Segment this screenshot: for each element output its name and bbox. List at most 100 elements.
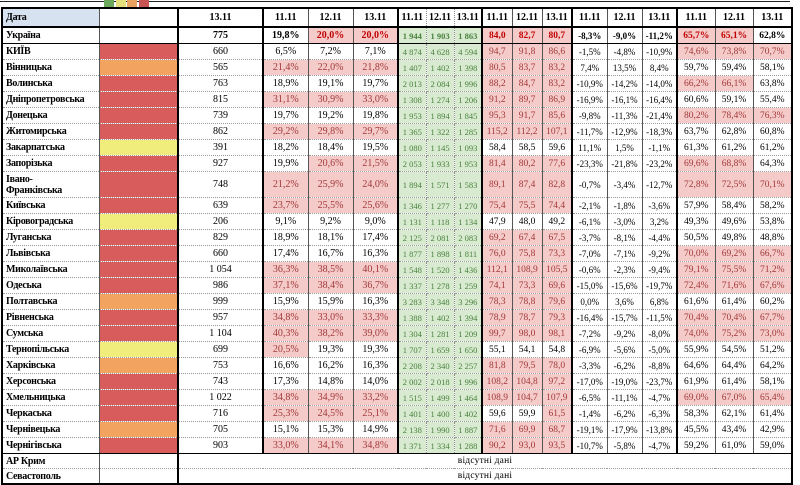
- value-cell: 705: [178, 421, 264, 438]
- value-cell: -23,2%: [642, 155, 678, 172]
- value-cell: 4 874: [398, 43, 427, 60]
- value-cell: 1 402: [454, 405, 483, 422]
- value-cell: 69,2: [482, 229, 513, 246]
- table-row: Київська 639 23,7% 25,5% 25,6% 1 346 1 277 1 27…: [2, 197, 793, 214]
- value-cell: -16,4%: [642, 91, 678, 108]
- region-name-cell: Івано- Франківська: [2, 171, 100, 198]
- legend-color-swatch: [138, 0, 149, 7]
- value-cell: -9,2%: [642, 245, 678, 262]
- value-cell: 36,7%: [353, 277, 399, 294]
- value-cell: 1 659: [426, 341, 455, 358]
- value-cell: 107,9: [542, 389, 573, 406]
- value-cell: 99,7: [482, 325, 513, 342]
- value-cell: 927: [178, 155, 264, 172]
- value-cell: 3 348: [426, 293, 455, 310]
- value-cell: 20,0%: [353, 27, 399, 44]
- value-cell: 18,4%: [308, 139, 354, 156]
- region-name-cell: Львівська: [2, 245, 100, 262]
- value-cell: 95,3: [482, 107, 513, 124]
- value-cell: 1 308: [398, 91, 427, 108]
- value-cell: 58,2%: [753, 197, 793, 214]
- value-cell: 1 371: [398, 437, 427, 454]
- value-cell: 54,5%: [715, 341, 754, 358]
- value-cell: -6,2%: [607, 405, 643, 422]
- value-cell: 72,4%: [677, 277, 716, 294]
- value-cell: 1 259: [454, 277, 483, 294]
- value-cell: -6,9%: [572, 341, 608, 358]
- value-cell: 67,4: [512, 229, 543, 246]
- value-cell: 1 499: [426, 389, 455, 406]
- region-name-cell: Київська: [2, 197, 100, 214]
- value-cell: 78,0: [542, 357, 573, 374]
- value-cell: 1 304: [398, 325, 427, 342]
- value-cell: 108,9: [512, 261, 543, 278]
- value-cell: 104,7: [512, 389, 543, 406]
- value-cell: 1 285: [454, 123, 483, 140]
- value-cell: 60,2%: [753, 293, 793, 310]
- value-cell: 94,7: [482, 43, 513, 60]
- value-cell: 81,4: [482, 155, 513, 172]
- value-cell: 15,3%: [308, 421, 354, 438]
- header-cell: 12.11: [715, 8, 754, 28]
- value-cell: 57,9%: [677, 197, 716, 214]
- value-cell: 60,6%: [677, 91, 716, 108]
- value-cell: 104,8: [512, 373, 543, 390]
- value-cell: -3,3%: [572, 357, 608, 374]
- region-name-cell: Кіровоградська: [2, 213, 100, 230]
- value-cell: 61,9%: [677, 373, 716, 390]
- value-cell: 33,0%: [308, 309, 354, 326]
- region-name-cell: Черкаська: [2, 405, 100, 422]
- value-cell: 78,4%: [715, 107, 754, 124]
- value-cell: 1 996: [454, 373, 483, 390]
- value-cell: 80,2%: [677, 107, 716, 124]
- value-cell: 16,6%: [263, 357, 309, 374]
- value-cell: -19,1%: [572, 421, 608, 438]
- risk-color-cell: [99, 155, 179, 172]
- table-row: Вінницька 565 21,4% 22,0% 21,8% 1 407 1 402 1 3…: [2, 59, 793, 76]
- value-cell: 22,0%: [308, 59, 354, 76]
- region-name-cell: Донецька: [2, 107, 100, 124]
- no-data-row: АР Крим відсутні дані: [2, 453, 793, 469]
- value-cell: -16,4%: [572, 309, 608, 326]
- value-cell: 73,3: [512, 277, 543, 294]
- value-cell: 1 898: [426, 245, 455, 262]
- risk-color-cell: [99, 261, 179, 278]
- value-cell: 37,1%: [263, 277, 309, 294]
- value-cell: -15,0%: [572, 277, 608, 294]
- table-row: Волинська 763 18,9% 19,1% 19,7% 2 013 2 084 1 9…: [2, 75, 793, 92]
- value-cell: 699: [178, 341, 264, 358]
- value-cell: -5,8%: [607, 437, 643, 454]
- value-cell: -17,0%: [572, 373, 608, 390]
- value-cell: 1 515: [398, 389, 427, 406]
- value-cell: -3,7%: [572, 229, 608, 246]
- value-cell: -1,8%: [607, 197, 643, 214]
- value-cell: 2 013: [398, 75, 427, 92]
- value-cell: 33,0%: [263, 437, 309, 454]
- value-cell: 89,1: [482, 171, 513, 198]
- value-cell: 1 401: [398, 405, 427, 422]
- value-cell: 2 002: [398, 373, 427, 390]
- header-indicator-cell: [99, 8, 179, 28]
- value-cell: -12,9%: [607, 123, 643, 140]
- value-cell: 68,8%: [715, 155, 754, 172]
- value-cell: 98,0: [512, 325, 543, 342]
- value-cell: 16,7%: [308, 245, 354, 262]
- value-cell: 80,7: [542, 27, 573, 44]
- value-cell: 903: [178, 437, 264, 454]
- table-row: Рівненська 957 34,8% 33,0% 33,3% 1 388 1 402 1 …: [2, 309, 793, 326]
- value-cell: 49,3%: [677, 213, 716, 230]
- value-cell: 76,3%: [753, 107, 793, 124]
- value-cell: 19,2%: [308, 107, 354, 124]
- value-cell: 54,1: [512, 341, 543, 358]
- value-cell: 0,0%: [572, 293, 608, 310]
- value-cell: 55,9%: [677, 341, 716, 358]
- value-cell: 80,5: [482, 59, 513, 76]
- value-cell: 81,8: [482, 357, 513, 374]
- value-cell: 83,2: [542, 75, 573, 92]
- value-cell: 55,4%: [753, 91, 793, 108]
- region-name-cell: Сумська: [2, 325, 100, 342]
- value-cell: -9,4%: [642, 261, 678, 278]
- value-cell: 69,6: [542, 277, 573, 294]
- value-cell: 73,8%: [715, 43, 754, 60]
